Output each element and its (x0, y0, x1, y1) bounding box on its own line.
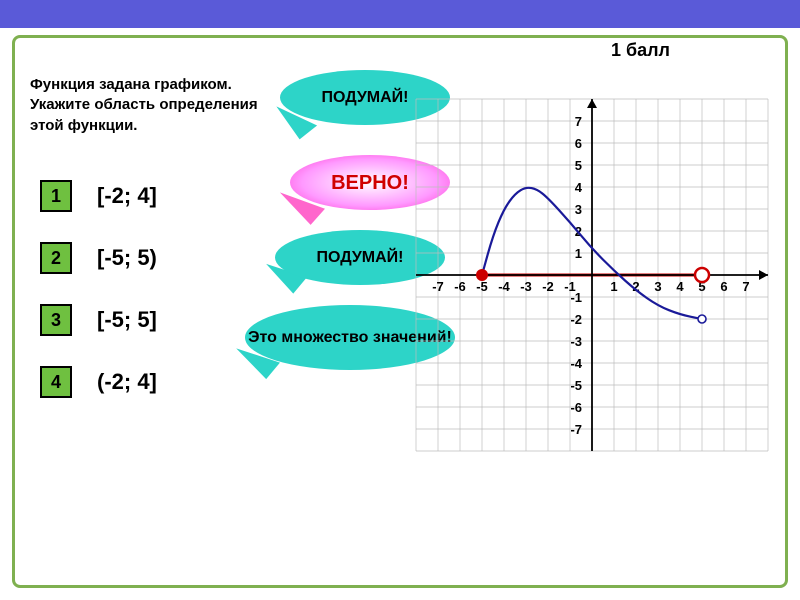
answer-number: 1 (40, 180, 72, 212)
answer-option-3[interactable]: 3 [-5; 5] (40, 304, 157, 336)
svg-text:7: 7 (575, 114, 582, 129)
svg-text:3: 3 (654, 279, 661, 294)
svg-text:1: 1 (575, 246, 582, 261)
svg-text:-4: -4 (570, 356, 582, 371)
function-graph: -7-6-5-4-3-2-112345671234567-1-2-3-4-5-6… (400, 60, 785, 490)
svg-text:-3: -3 (570, 334, 582, 349)
svg-text:7: 7 (742, 279, 749, 294)
svg-text:-2: -2 (542, 279, 554, 294)
svg-text:-5: -5 (476, 279, 488, 294)
answer-number: 3 (40, 304, 72, 336)
answer-number: 2 (40, 242, 72, 274)
answer-option-2[interactable]: 2 [-5; 5) (40, 242, 157, 274)
answer-text: [-5; 5) (97, 245, 157, 271)
svg-text:6: 6 (720, 279, 727, 294)
top-band (0, 0, 800, 28)
svg-text:1: 1 (610, 279, 617, 294)
svg-text:4: 4 (676, 279, 684, 294)
answer-text: [-2; 4] (97, 183, 157, 209)
answer-list: 1 [-2; 4] 2 [-5; 5) 3 [-5; 5] 4 (-2; 4] (40, 180, 157, 428)
svg-text:-6: -6 (454, 279, 466, 294)
svg-text:5: 5 (575, 158, 582, 173)
svg-text:-7: -7 (432, 279, 444, 294)
svg-text:6: 6 (575, 136, 582, 151)
svg-text:-1: -1 (570, 290, 582, 305)
answer-text: [-5; 5] (97, 307, 157, 333)
question-text: Функция задана графиком.Укажите область … (30, 75, 258, 136)
svg-text:-6: -6 (570, 400, 582, 415)
score-label: 1 балл (611, 40, 670, 61)
svg-text:-7: -7 (570, 422, 582, 437)
svg-text:-5: -5 (570, 378, 582, 393)
answer-option-4[interactable]: 4 (-2; 4] (40, 366, 157, 398)
answer-option-1[interactable]: 1 [-2; 4] (40, 180, 157, 212)
answer-number: 4 (40, 366, 72, 398)
svg-text:4: 4 (575, 180, 583, 195)
svg-text:-2: -2 (570, 312, 582, 327)
svg-text:3: 3 (575, 202, 582, 217)
svg-text:-4: -4 (498, 279, 510, 294)
svg-text:-3: -3 (520, 279, 532, 294)
answer-text: (-2; 4] (97, 369, 157, 395)
